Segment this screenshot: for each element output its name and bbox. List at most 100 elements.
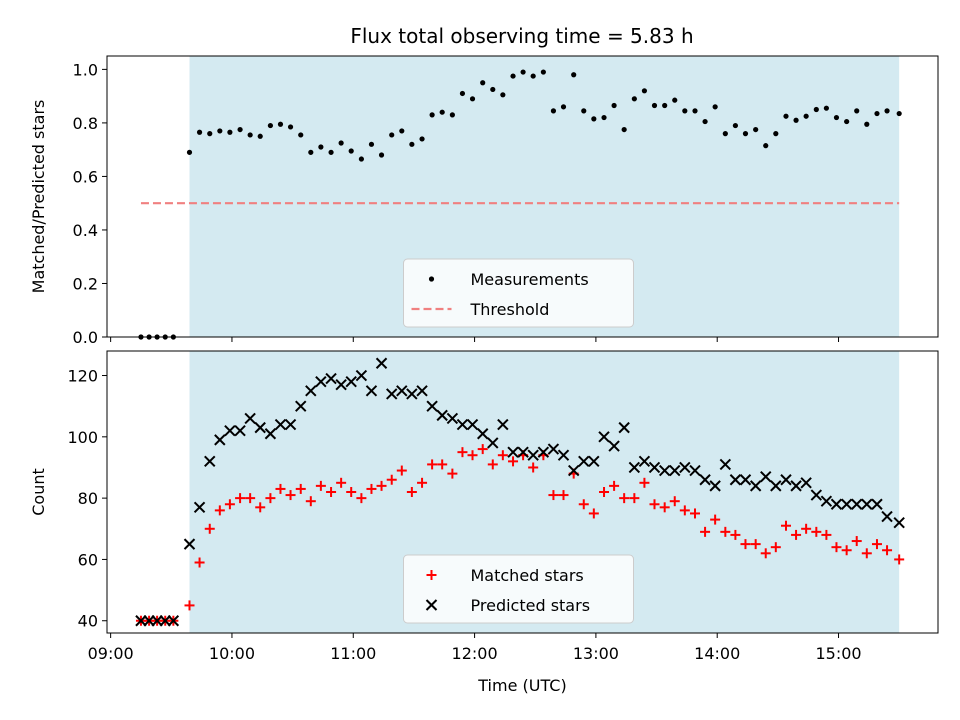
data-point [457,447,468,458]
data-point [854,108,860,114]
data-point [740,539,751,550]
data-point [611,102,617,109]
data-point [446,412,459,425]
legend-entry: Threshold [411,300,550,319]
data-point [207,131,213,137]
y-tick-label: 1.0 [73,60,98,79]
data-point [591,116,597,122]
legend-entry: Measurements [428,270,589,289]
data-point [729,474,742,486]
data-point [449,112,455,118]
data-point [719,458,732,471]
data-point [318,144,324,150]
legend-label: Predicted stars [471,596,591,615]
data-point [487,437,499,449]
x-tick-label: 12:00 [452,644,498,663]
data-point [196,129,203,135]
data-point [773,131,779,137]
legend: Matched stars Predicted stars [403,554,634,624]
data-point [436,409,448,422]
data-point [567,464,580,477]
data-point [692,108,698,114]
data-point [793,117,799,123]
data-point [770,542,781,553]
data-point [851,536,862,547]
data-point [497,418,509,431]
data-point [651,102,658,109]
data-point [406,487,417,497]
y-tick-label: 0.2 [73,274,98,293]
chart-title: Flux total observing time = 5.83 h [350,24,693,48]
data-point [732,122,739,129]
x-tick-label: 09:00 [88,644,134,663]
data-point [830,498,843,510]
data-point [780,474,792,486]
data-point [308,149,314,155]
data-point [896,110,902,117]
data-point [548,490,559,501]
data-point [247,132,253,138]
data-point [284,418,297,431]
data-point [366,483,377,494]
data-point [864,121,870,127]
data-point [749,480,762,492]
data-point [497,450,508,461]
legend-label: Matched stars [471,566,584,585]
data-point [204,455,216,468]
data-point [193,501,206,514]
data-point [760,470,772,483]
axes-frame [106,55,939,338]
data-point [702,118,708,125]
data-point [345,375,357,388]
data-point [530,73,536,79]
y-tick-label: 0.8 [73,114,98,133]
data-point [257,133,263,139]
data-point [709,480,721,492]
data-point [184,600,195,611]
data-point [315,480,326,491]
legend-label: Threshold [470,300,550,319]
data-point [823,105,829,111]
data-point [618,421,630,434]
x-tick-label: 11:00 [330,644,376,663]
data-point [540,69,546,75]
data-point [214,434,226,446]
data-point [803,113,809,119]
data-point [690,508,701,519]
data-point [871,539,882,550]
x-axis-label: Time (UTC) [477,676,566,695]
data-point [629,493,640,504]
data-point [439,109,445,115]
data-point [821,529,832,540]
y-tick-label: 100 [67,428,98,447]
data-point [467,450,478,461]
data-point [396,385,408,397]
data-point [648,461,661,474]
data-point [520,69,526,75]
data-point [658,464,671,477]
data-point [235,493,246,504]
data-point [844,118,850,125]
data-point [267,122,274,129]
data-point [355,369,368,382]
data-point [416,385,428,397]
data-point [619,493,630,504]
data-point [295,483,306,494]
data-point [679,461,691,474]
legend: Measurements Threshold [403,258,634,328]
data-point [378,152,385,158]
data-point [780,520,791,531]
data-point [365,385,378,397]
data-point [689,464,701,477]
data-point [234,424,246,437]
data-point [409,141,415,147]
data-point [469,96,476,102]
data-point [763,143,769,149]
y-tick-label: 0.0 [73,328,98,347]
data-point [151,615,163,627]
data-point [480,80,486,86]
data-point [386,474,397,485]
data-point [456,418,469,431]
data-point [811,526,822,537]
data-point [601,114,607,121]
